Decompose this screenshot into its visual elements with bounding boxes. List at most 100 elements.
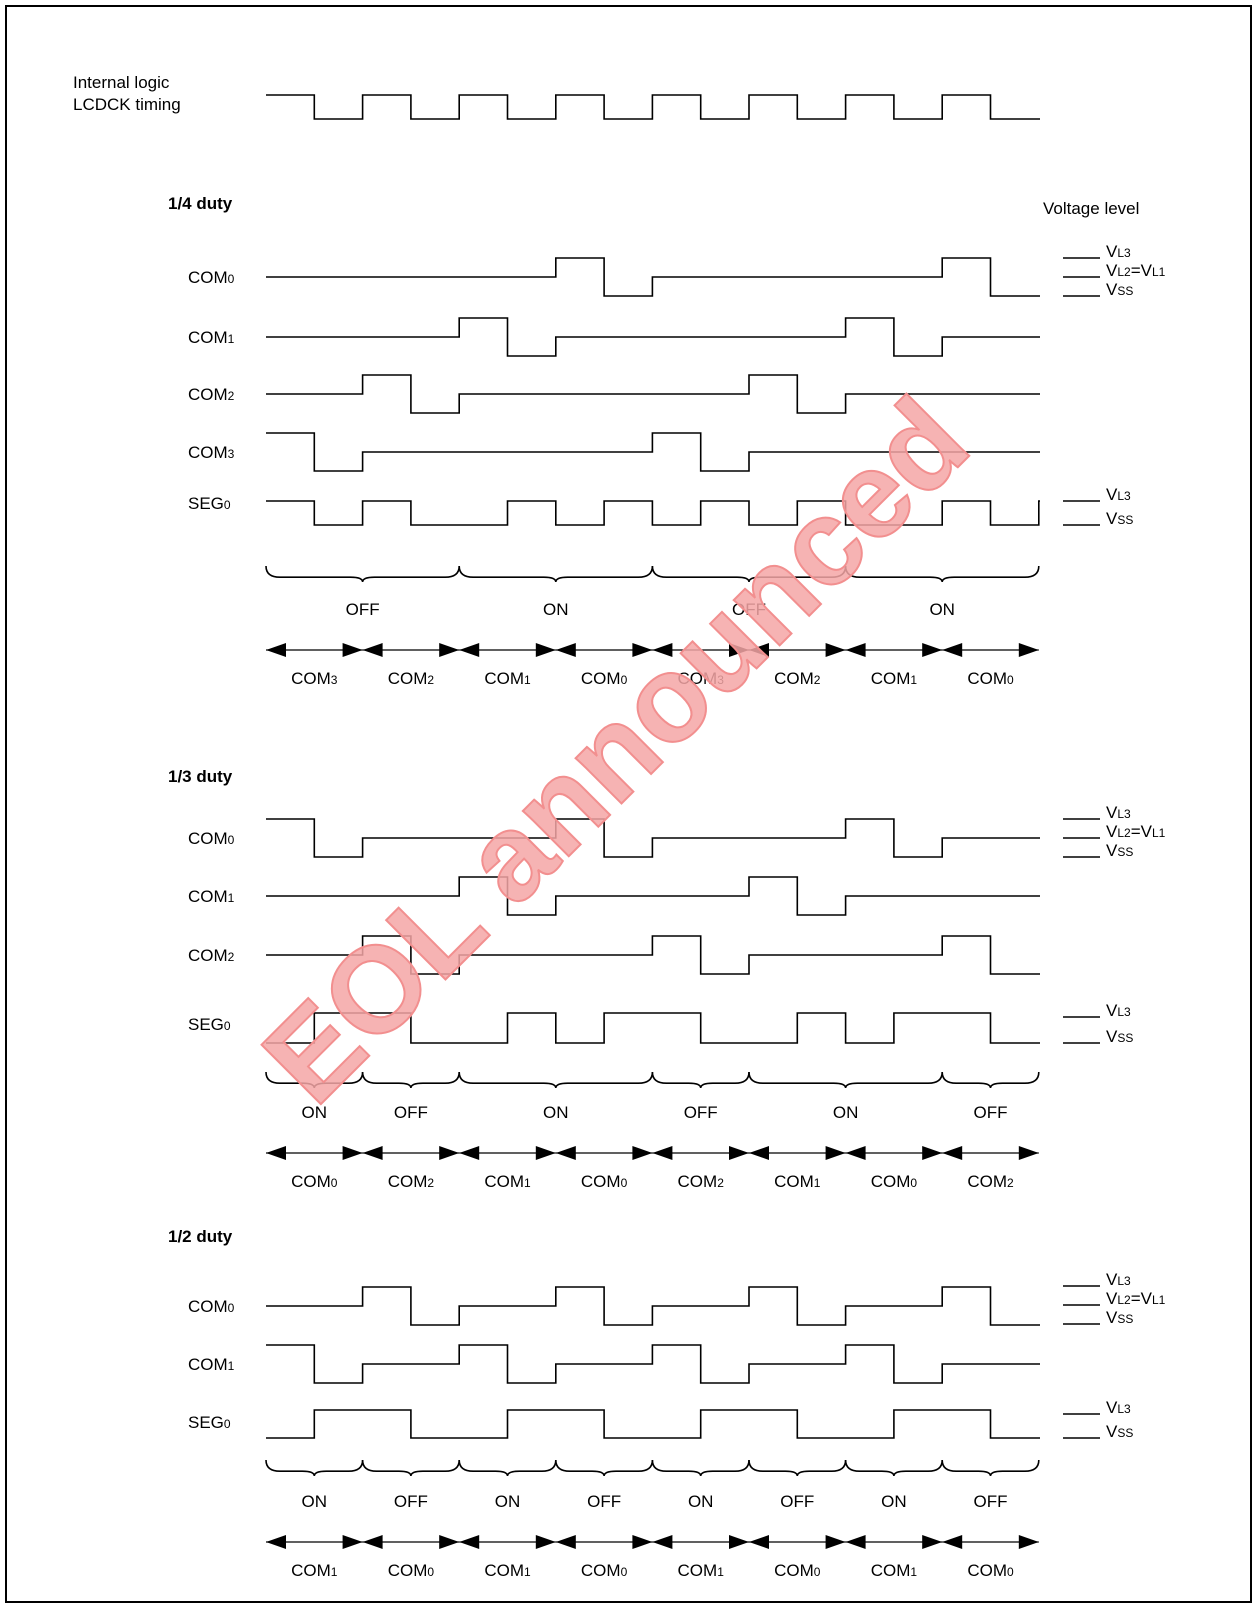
voltage-level-seg-1-4-label: VSS: [1106, 509, 1133, 528]
state-1-3-state-off: OFF: [974, 1103, 1008, 1122]
period-1-4-period-label: COM3: [291, 669, 338, 688]
brace-1-2: [361, 1459, 460, 1477]
brace-1-3: [361, 1071, 460, 1089]
period-1-2-arrowhead: [729, 1535, 749, 1549]
brace-1-4: [458, 565, 654, 583]
period-1-2-arrowhead: [266, 1535, 286, 1549]
seg0-waveform-1-3: [266, 1012, 1040, 1044]
brace-1-4: [265, 565, 460, 583]
period-1-3-arrowhead: [825, 1146, 846, 1160]
waveform-layer: 1/4 dutyCOM0COM1COM2COM3SEG0VL3VL2=VL1VS…: [168, 94, 1166, 1580]
period-1-2-period-label: COM1: [871, 1561, 918, 1580]
period-1-4-arrowhead: [439, 643, 460, 657]
period-1-4-arrowhead: [1018, 643, 1039, 657]
watermark: EOL announced: [237, 372, 993, 1128]
brace-1-2: [941, 1459, 1040, 1477]
signal-label-seg0-1-3: SEG0: [188, 1015, 231, 1034]
period-1-2-period-label: COM1: [678, 1561, 725, 1580]
period-1-4-arrowhead: [922, 643, 943, 657]
period-1-3-arrowhead: [459, 1146, 480, 1160]
period-1-4-arrowhead: [942, 643, 963, 657]
signal-label-com2-1-3: COM2: [188, 946, 235, 965]
period-1-2-arrowhead: [459, 1535, 480, 1549]
com1-waveform-1-3: [266, 876, 1040, 916]
period-1-4-arrowhead: [825, 643, 846, 657]
period-1-4-arrowhead: [555, 643, 576, 657]
period-1-3-arrowhead: [632, 1146, 653, 1160]
period-1-4-period-label: COM0: [581, 669, 628, 688]
voltage-level-com-1-4-label: VL3: [1106, 242, 1131, 261]
state-1-2-state-off: OFF: [394, 1492, 428, 1511]
period-1-3-arrowhead: [1018, 1146, 1039, 1160]
state-1-4-state-off: OFF: [732, 600, 766, 619]
header-line1: Internal logic: [73, 73, 170, 92]
state-1-3-state-off: OFF: [394, 1103, 428, 1122]
period-1-2-period-label: COM0: [581, 1561, 628, 1580]
brace-1-3: [265, 1071, 364, 1089]
brace-1-2: [555, 1459, 654, 1477]
signal-label-com2-1-4: COM2: [188, 385, 235, 404]
brace-1-2: [458, 1459, 557, 1477]
state-1-3-state-on: ON: [302, 1103, 328, 1122]
voltage-level-com-1-3-label: VSS: [1106, 841, 1133, 860]
state-1-3-state-on: ON: [543, 1103, 569, 1122]
period-1-2-arrowhead: [845, 1535, 866, 1549]
period-1-2-period-label: COM0: [388, 1561, 435, 1580]
com3-waveform-1-4: [266, 432, 1040, 472]
period-1-4-arrowhead: [652, 643, 673, 657]
state-1-2-state-off: OFF: [974, 1492, 1008, 1511]
voltage-level-com-1-2-label: VSS: [1106, 1308, 1133, 1327]
period-1-2-arrowhead: [1018, 1535, 1039, 1549]
brace-1-3: [941, 1071, 1040, 1089]
period-1-3-arrowhead: [652, 1146, 673, 1160]
period-1-3-arrowhead: [362, 1146, 383, 1160]
period-1-2-arrowhead: [555, 1535, 576, 1549]
section-title-1-4-duty: 1/4 duty: [168, 194, 233, 213]
period-1-2-arrowhead: [749, 1535, 769, 1549]
state-1-4-state-off: OFF: [346, 600, 380, 619]
com2-waveform-1-3: [266, 935, 1040, 975]
voltage-level-com-1-4-label: VSS: [1106, 280, 1133, 299]
brace-1-2: [265, 1459, 364, 1477]
brace-1-3: [651, 1071, 750, 1089]
signal-label-com1-1-2: COM1: [188, 1355, 235, 1374]
period-1-3-period-label: COM1: [774, 1172, 821, 1191]
period-1-3-arrowhead: [439, 1146, 460, 1160]
period-1-2-arrowhead: [439, 1535, 460, 1549]
voltage-level-seg-1-3-label: VSS: [1106, 1027, 1133, 1046]
state-1-2-state-off: OFF: [780, 1492, 814, 1511]
period-1-3-arrowhead: [555, 1146, 576, 1160]
signal-label-com0-1-3: COM0: [188, 829, 235, 848]
period-1-4-arrowhead: [845, 643, 866, 657]
com1-waveform-1-2: [266, 1344, 1040, 1384]
voltage-level-com-1-2-label: VL2=VL1: [1106, 1289, 1166, 1308]
period-1-2-arrowhead: [652, 1535, 673, 1549]
period-1-4-period-label: COM0: [967, 669, 1014, 688]
period-1-3-arrowhead: [266, 1146, 286, 1160]
period-1-2-period-label: COM0: [967, 1561, 1014, 1580]
period-1-4-period-label: COM2: [388, 669, 435, 688]
lcdck-clock-waveform: [266, 94, 1040, 120]
period-1-3-period-label: COM0: [871, 1172, 918, 1191]
period-1-3-period-label: COM2: [388, 1172, 435, 1191]
frame-border: [5, 5, 1252, 1603]
period-1-2-arrowhead: [942, 1535, 963, 1549]
period-1-3-period-label: COM2: [678, 1172, 725, 1191]
state-1-3-state-off: OFF: [684, 1103, 718, 1122]
signal-label-com1-1-3: COM1: [188, 887, 235, 906]
brace-1-3: [458, 1071, 654, 1089]
period-1-2-arrowhead: [632, 1535, 653, 1549]
period-1-2-period-label: COM1: [484, 1561, 531, 1580]
brace-1-2: [651, 1459, 750, 1477]
period-1-2-period-label: COM1: [291, 1561, 338, 1580]
period-1-2-arrowhead: [362, 1535, 383, 1549]
section-title-1-2-duty: 1/2 duty: [168, 1227, 233, 1246]
signal-label-com0-1-2: COM0: [188, 1297, 235, 1316]
voltage-level-seg-1-3-label: VL3: [1106, 1001, 1131, 1020]
period-1-3-period-label: COM0: [291, 1172, 338, 1191]
state-1-3-state-on: ON: [833, 1103, 859, 1122]
period-1-4-arrowhead: [535, 643, 556, 657]
com2-waveform-1-4: [266, 374, 1040, 414]
period-1-2-period-label: COM0: [774, 1561, 821, 1580]
